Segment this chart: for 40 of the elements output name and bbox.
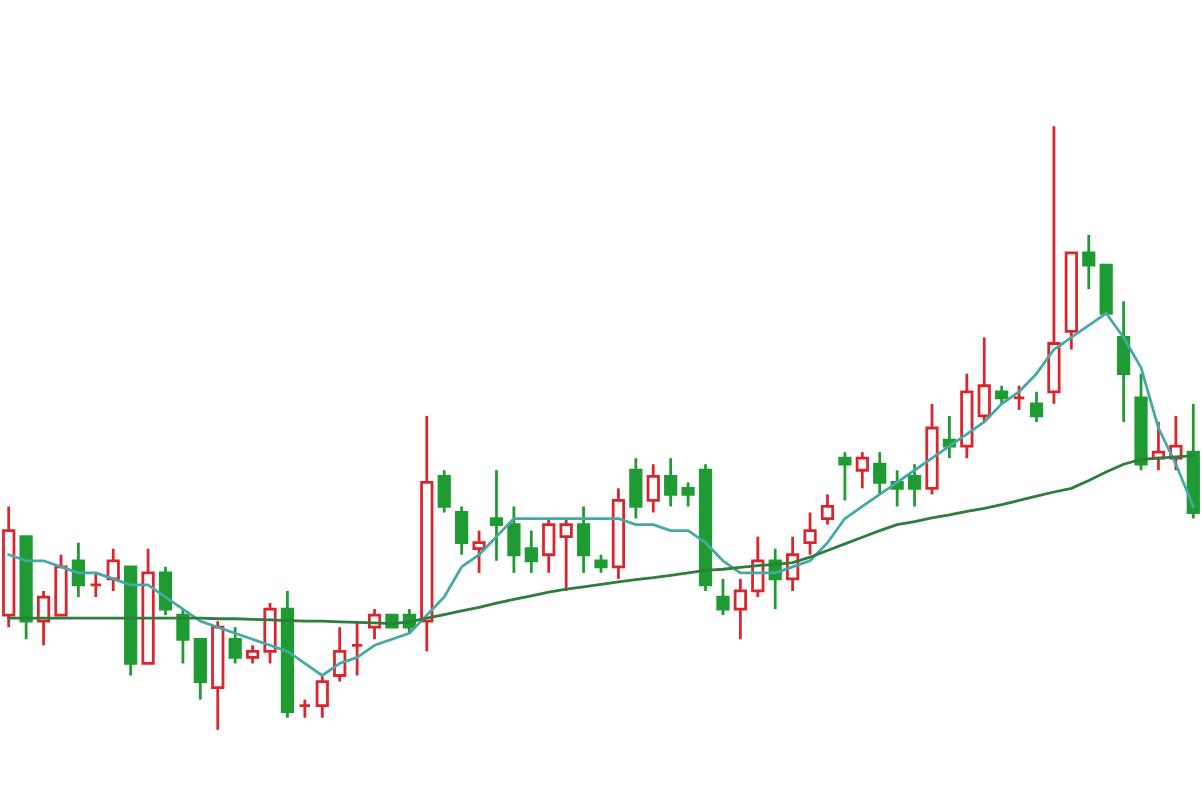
candlestick [193,637,207,702]
candlestick [977,336,991,424]
candlestick [907,462,922,508]
candlestick [820,493,835,526]
candlestick [716,577,730,617]
candlestick [1116,299,1131,424]
candlestick [228,625,242,665]
candlestick [350,619,364,677]
candlestick [507,505,521,575]
candlestick [455,505,469,557]
candlestick [472,529,486,575]
candlestick [176,607,190,665]
candlestick [803,511,817,557]
candlestick [437,468,451,514]
candlestick [576,505,591,575]
candlestick [263,601,277,665]
candlestick [315,674,329,720]
candlestick [594,553,608,575]
candlestick [873,450,887,496]
candlestick [36,589,51,647]
candlestick [855,450,869,490]
candlestick [524,529,538,575]
candlestick [89,571,103,599]
candlestick [542,517,556,575]
candlestick [1082,233,1096,291]
candlestick [646,462,660,514]
candlestick [559,517,573,593]
candlestick [71,541,86,599]
candlestick [664,456,678,508]
candlestick [733,577,747,641]
candlestick [838,450,852,502]
candlestick [489,468,504,563]
candlestick [681,480,695,508]
candlestick [1029,390,1044,424]
candlestick [298,698,312,720]
candlestick [995,384,1009,406]
candlestick [245,643,260,665]
candlestick [629,456,643,520]
candlestick [106,547,120,593]
candlestick [1012,384,1026,412]
